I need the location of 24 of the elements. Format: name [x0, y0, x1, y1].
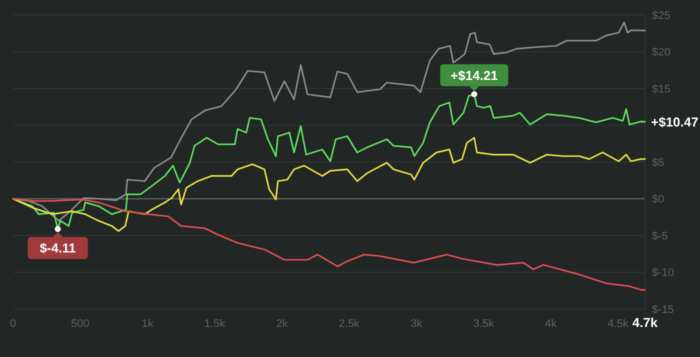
y-tick-label: $5 [652, 156, 664, 169]
annotation: +$10.47 [651, 114, 698, 130]
y-tick-label: $25 [652, 10, 670, 22]
annotation: $-4.11 [40, 240, 76, 256]
y-tick-label: $15 [652, 83, 670, 96]
x-tick-label: 500 [71, 318, 90, 330]
y-tick-label: $-5 [652, 230, 668, 242]
x-tick-label: 4.5k [608, 318, 629, 330]
annotation: +$14.21 [450, 68, 498, 83]
x-tick-label: 0 [10, 318, 16, 330]
line-series [12, 198, 646, 291]
x-tick-label: 3.5k [473, 318, 495, 330]
x-tick-label: 2.5k [338, 318, 360, 330]
x-tick-label: 3k [410, 318, 423, 330]
line-series [12, 136, 646, 232]
y-tick-label: $-15 [652, 304, 674, 316]
y-tick-label: $20 [652, 46, 670, 59]
x-tick-label: 1k [142, 318, 154, 330]
x-tick-label: 4.7k [632, 315, 658, 330]
y-tick-label: $0 [652, 194, 664, 206]
x-tick-label: 4k [545, 318, 558, 330]
y-tick-label: $-10 [652, 267, 674, 280]
x-tick-label: 1.5k [204, 318, 226, 330]
x-tick-label: 2k [276, 318, 288, 330]
